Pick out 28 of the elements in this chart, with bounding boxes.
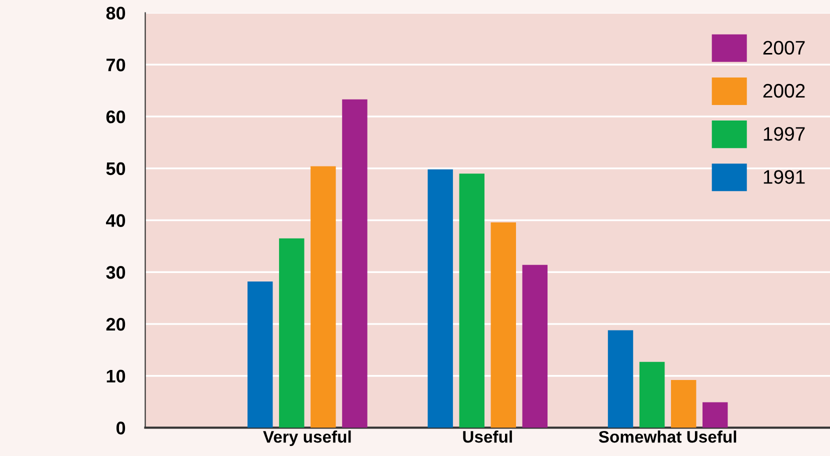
legend-label: 1991	[764, 170, 805, 184]
x-tick-label: Somewhat Useful	[598, 430, 736, 443]
x-tick-label: Very useful	[263, 430, 351, 446]
bar	[428, 169, 453, 428]
x-tick-label: Useful	[463, 430, 512, 443]
y-tick-label: 20	[106, 318, 126, 331]
legend-label: 2002	[763, 84, 805, 98]
bar	[310, 166, 336, 428]
bar	[248, 281, 273, 428]
bar	[279, 238, 304, 428]
bar	[608, 330, 634, 428]
bar	[342, 99, 368, 428]
y-tick-label: 80	[106, 6, 126, 20]
y-tick-label: 30	[106, 266, 126, 279]
y-tick-label: 60	[106, 110, 126, 124]
y-tick-label: 50	[106, 162, 126, 176]
legend-label: 1997	[764, 127, 805, 141]
legend-label: 2007	[763, 40, 805, 55]
y-tick-label: 10	[106, 370, 126, 383]
bar	[639, 362, 665, 428]
y-tick-label: 40	[106, 214, 126, 227]
bar	[490, 222, 516, 428]
y-tick-label: 0	[116, 422, 126, 434]
bar	[522, 264, 548, 428]
bar	[459, 174, 484, 428]
y-tick-label: 70	[106, 58, 126, 72]
bar	[702, 402, 728, 428]
bar	[670, 380, 696, 428]
